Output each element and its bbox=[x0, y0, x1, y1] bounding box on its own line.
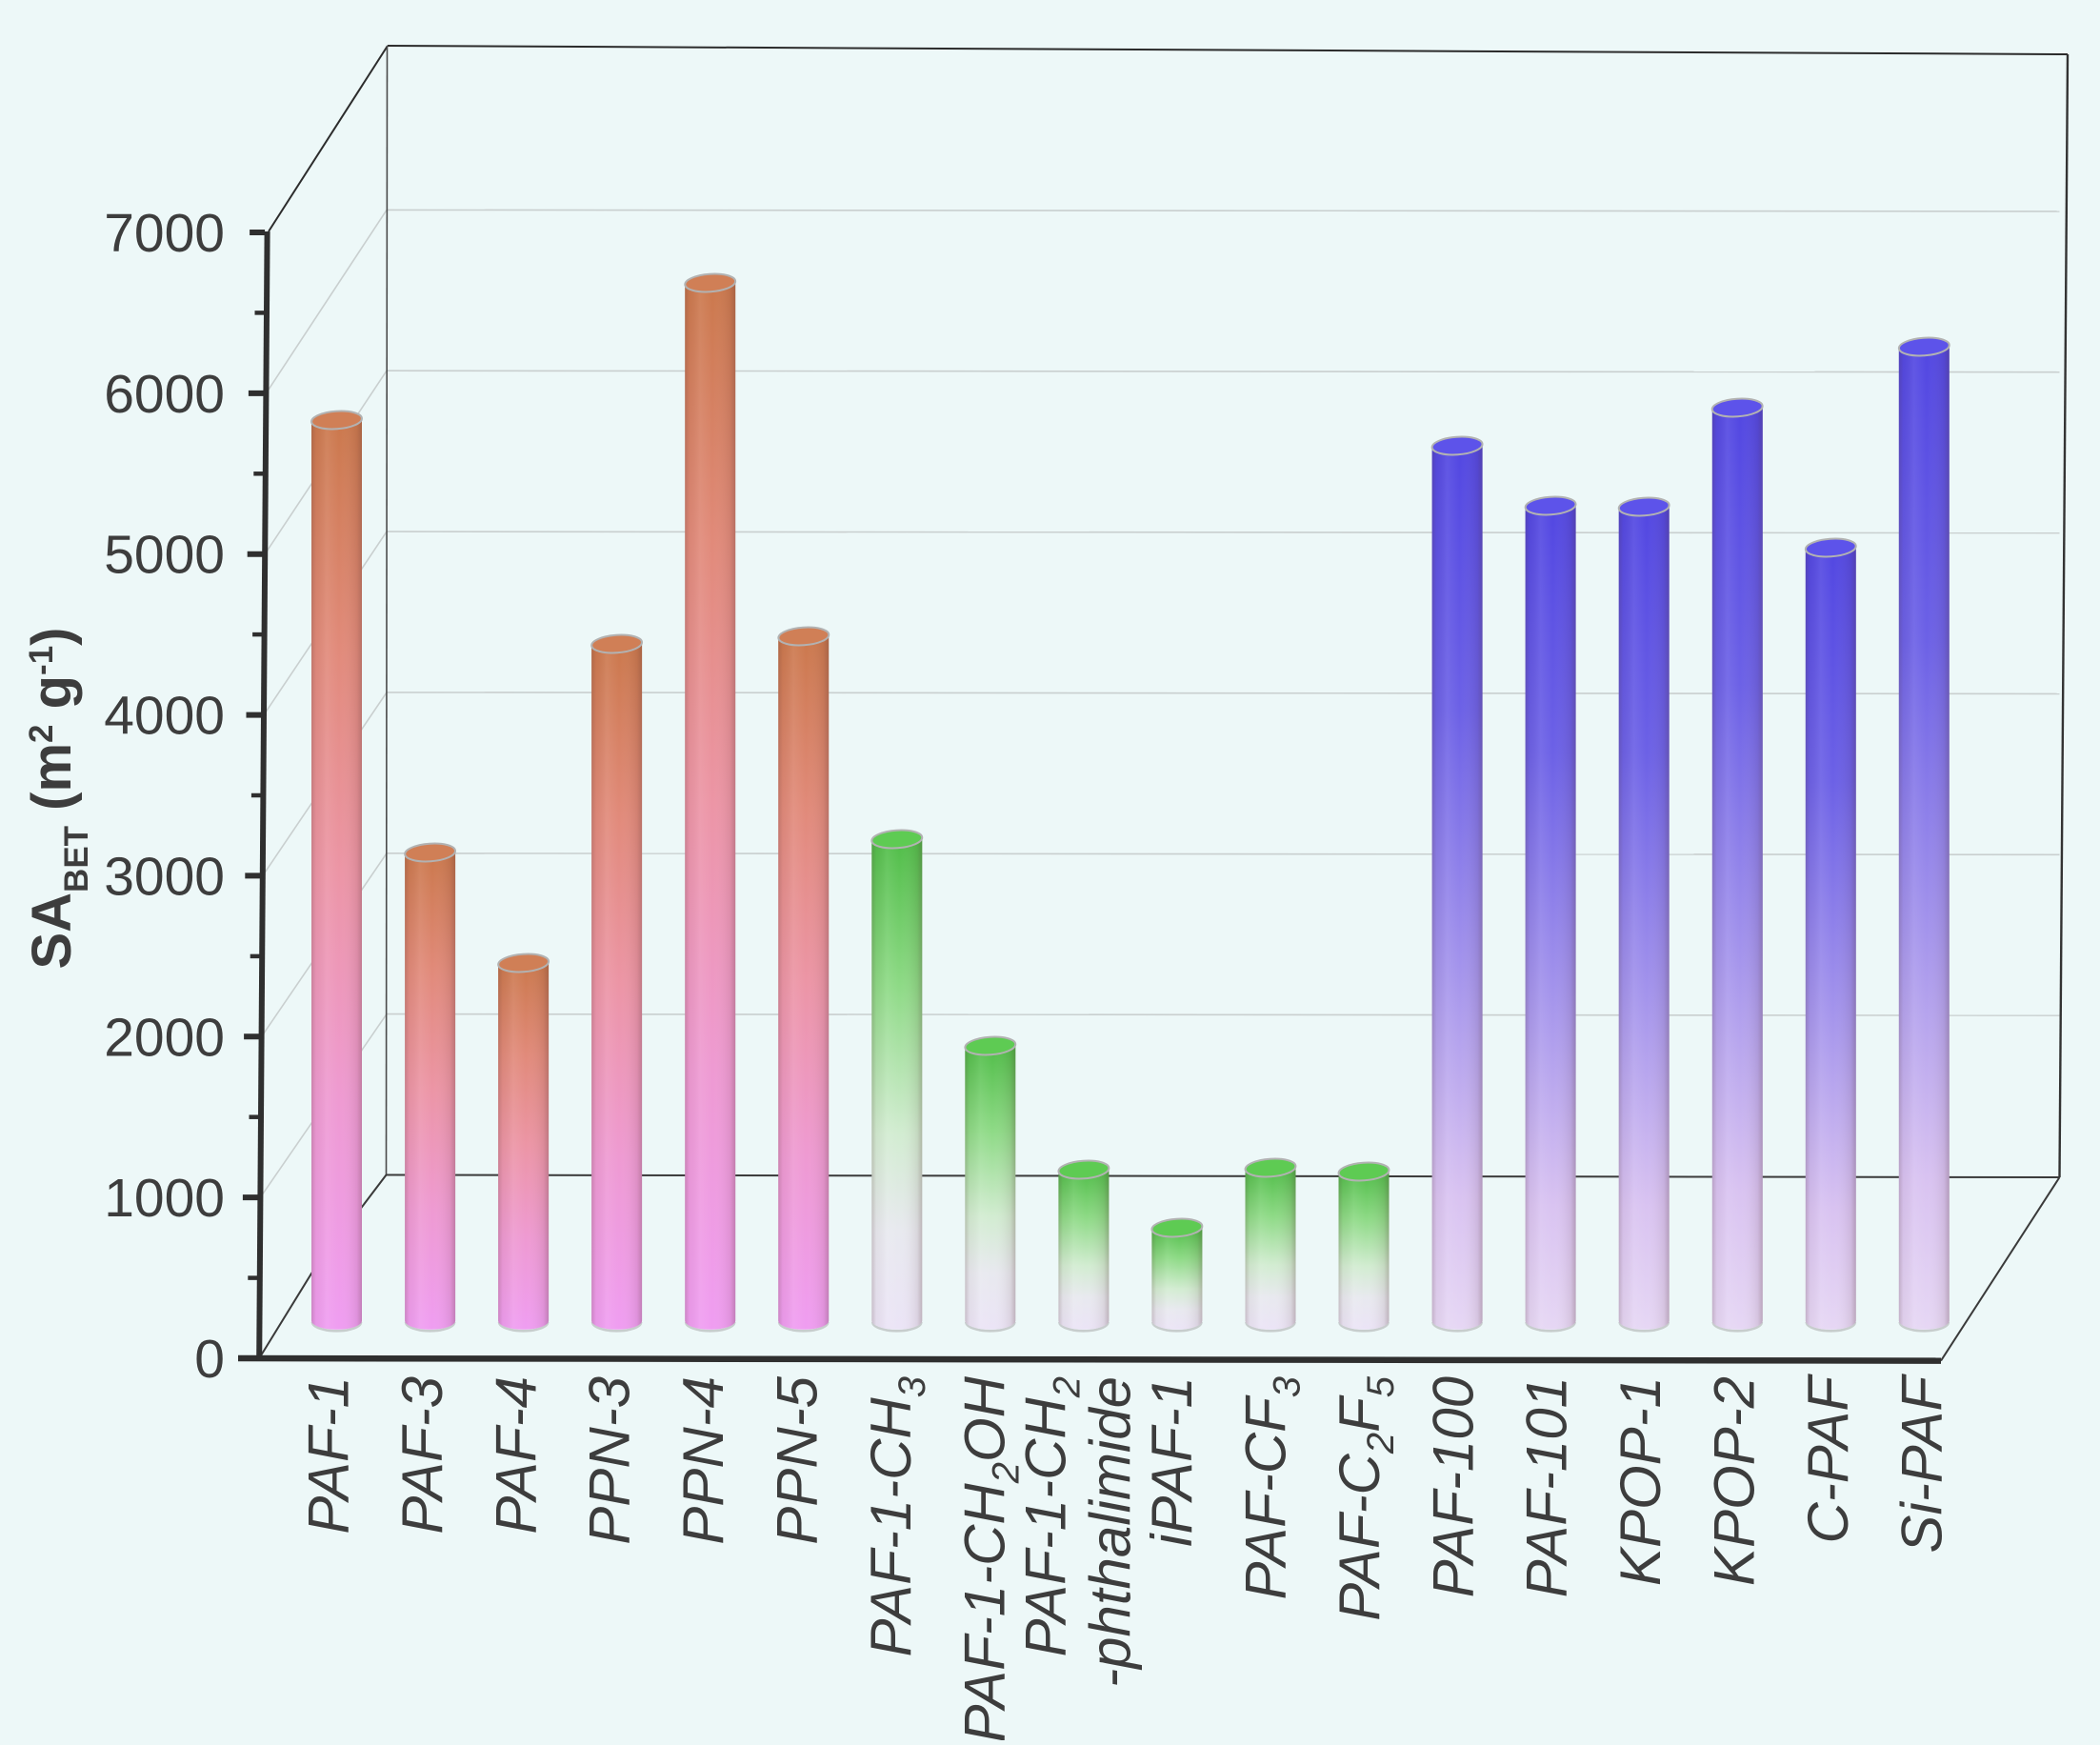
svg-text:Si-PAF: Si-PAF bbox=[1890, 1374, 1953, 1554]
svg-text:PAF-4: PAF-4 bbox=[484, 1376, 548, 1534]
svg-text:PAF-1: PAF-1 bbox=[297, 1376, 361, 1534]
svg-text:PPN-4: PPN-4 bbox=[671, 1376, 735, 1545]
svg-text:iPAF-1: iPAF-1 bbox=[1140, 1376, 1204, 1547]
svg-text:0: 0 bbox=[194, 1329, 225, 1390]
svg-text:7000: 7000 bbox=[104, 203, 225, 264]
svg-text:PAF-CF3: PAF-CF3 bbox=[1234, 1376, 1309, 1599]
svg-text:PAF-101: PAF-101 bbox=[1515, 1376, 1579, 1597]
svg-text:KPOP-2: KPOP-2 bbox=[1703, 1376, 1767, 1586]
svg-text:2000: 2000 bbox=[104, 1007, 225, 1068]
svg-text:6000: 6000 bbox=[104, 364, 225, 425]
svg-text:PAF-1-CH2OH: PAF-1-CH2OH bbox=[952, 1375, 1027, 1740]
svg-text:3000: 3000 bbox=[104, 846, 225, 907]
svg-text:-phthalimide: -phthalimide bbox=[1079, 1376, 1143, 1688]
svg-text:KPOP-1: KPOP-1 bbox=[1609, 1376, 1672, 1586]
svg-text:PPN-5: PPN-5 bbox=[766, 1375, 830, 1544]
svg-text:PPN-3: PPN-3 bbox=[578, 1376, 642, 1545]
svg-text:5000: 5000 bbox=[104, 525, 225, 586]
svg-text:PAF-3: PAF-3 bbox=[390, 1376, 454, 1534]
svg-text:PAF-1-CH3: PAF-1-CH3 bbox=[859, 1376, 933, 1656]
svg-text:PAF-C2F5: PAF-C2F5 bbox=[1328, 1375, 1402, 1620]
svg-text:4000: 4000 bbox=[104, 686, 225, 747]
svg-text:C-PAF: C-PAF bbox=[1796, 1374, 1860, 1544]
svg-text:1000: 1000 bbox=[104, 1168, 225, 1229]
svg-text:PAF-1-CH2: PAF-1-CH2 bbox=[1014, 1376, 1089, 1656]
svg-text:PAF-100: PAF-100 bbox=[1421, 1376, 1485, 1597]
